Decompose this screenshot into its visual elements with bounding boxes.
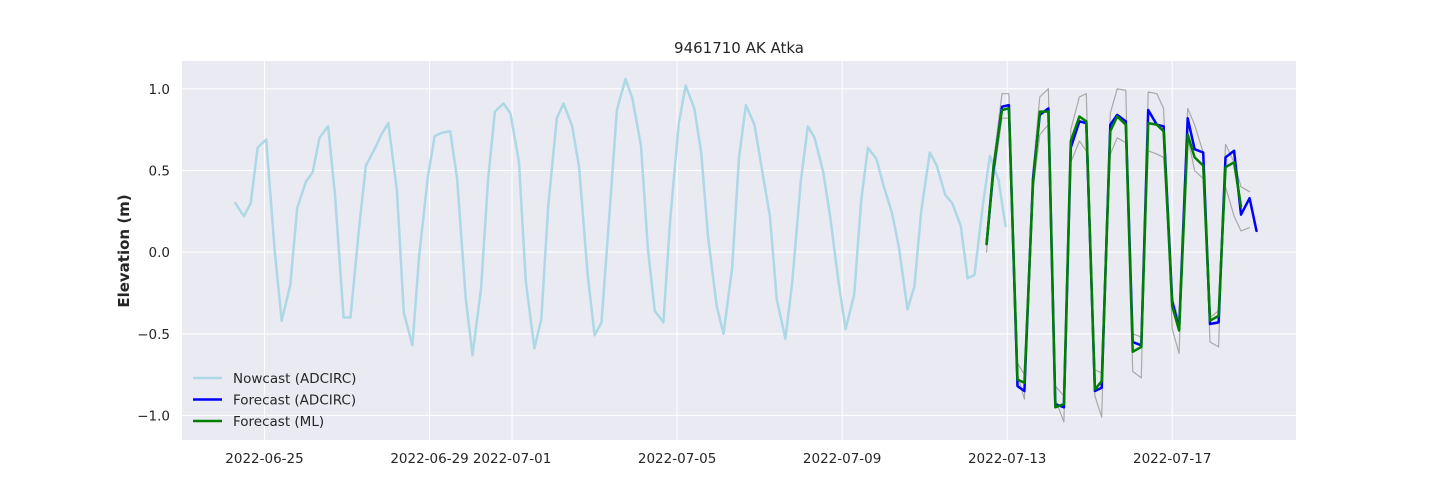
legend: Nowcast (ADCIRC) Forecast (ADCIRC) Forecas… [193, 371, 356, 430]
legend-label: Forecast (ADCIRC) [233, 393, 356, 409]
x-tick-label: 2022-07-13 [968, 451, 1046, 467]
series-layer [234, 77, 1258, 423]
legend-label: Nowcast (ADCIRC) [233, 371, 356, 387]
y-tick-label: 1.0 [149, 82, 170, 98]
x-tick-label: 2022-07-17 [1133, 451, 1211, 467]
x-tick-label: 2022-07-01 [473, 451, 551, 467]
series-line-nowcast-adcirc [234, 77, 1007, 357]
y-tick-label: 0.0 [149, 245, 170, 261]
x-tick-label: 2022-07-05 [638, 451, 716, 467]
x-tick-label: 2022-06-29 [390, 451, 468, 467]
legend-label: Forecast (ML) [233, 414, 324, 430]
x-tick-label: 2022-07-09 [803, 451, 881, 467]
y-axis: −1.0 −0.5 0.0 0.5 1.0 [137, 82, 170, 425]
series-line-forecast-ml [985, 107, 1243, 409]
x-axis: 2022-06-25 2022-06-29 2022-07-01 2022-07-05… [225, 451, 1211, 467]
chart-title: 9461710 AK Atka [674, 39, 804, 57]
y-tick-label: −0.5 [137, 327, 170, 343]
y-tick-label: 0.5 [149, 163, 170, 179]
y-axis-label: Elevation (m) [115, 194, 133, 307]
x-tick-label: 2022-06-25 [225, 451, 303, 467]
y-tick-label: −1.0 [137, 408, 170, 424]
